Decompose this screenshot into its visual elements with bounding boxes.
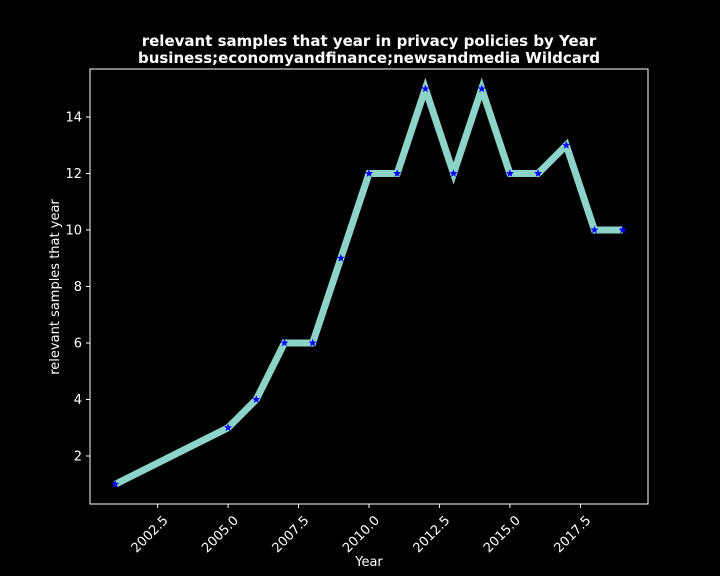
data-point (449, 169, 458, 177)
plot-area: 2 4 6 8 10 12 14 2002.5 2005.0 2007.5 2010.0 2012.5… (65, 68, 649, 556)
x-tick-label: 2007.5 (270, 513, 313, 556)
y-tick-label: 4 (74, 393, 82, 408)
data-point (365, 169, 373, 177)
data-point (477, 84, 486, 93)
data-point (505, 169, 514, 177)
data-point (618, 225, 627, 234)
data-point (111, 480, 120, 488)
x-tick-label: 2002.5 (129, 513, 172, 556)
data-point (224, 423, 233, 432)
data-point (562, 141, 571, 149)
x-tick-label: 2005.0 (199, 513, 242, 556)
data-point (336, 254, 345, 262)
chart-title: relevant samples that year in privacy po… (142, 32, 597, 50)
x-axis-label: Year (354, 555, 383, 570)
x-tick-label: 2015.0 (481, 513, 524, 556)
data-point (590, 225, 599, 234)
data-point (534, 169, 543, 177)
x-tick-label: 2010.0 (340, 513, 383, 556)
series-line (113, 77, 623, 488)
y-tick-label: 6 (74, 336, 82, 351)
x-tick-label: 2012.5 (411, 513, 454, 556)
y-tick-label: 2 (74, 449, 82, 464)
plot-frame (89, 68, 649, 505)
data-point (308, 338, 317, 347)
y-tick-label: 8 (74, 280, 82, 295)
y-tick-label: 10 (65, 224, 82, 239)
y-axis-label: relevant samples that year (48, 199, 63, 375)
data-point (280, 338, 289, 347)
chart-subtitle: business;economyandfinance;newsandmedia … (138, 49, 600, 67)
data-point (252, 395, 261, 403)
data-point (393, 169, 402, 177)
x-tick-label: 2017.5 (551, 513, 594, 556)
y-tick-label: 14 (65, 111, 82, 126)
data-point (421, 84, 430, 93)
y-tick-label: 12 (65, 167, 82, 182)
